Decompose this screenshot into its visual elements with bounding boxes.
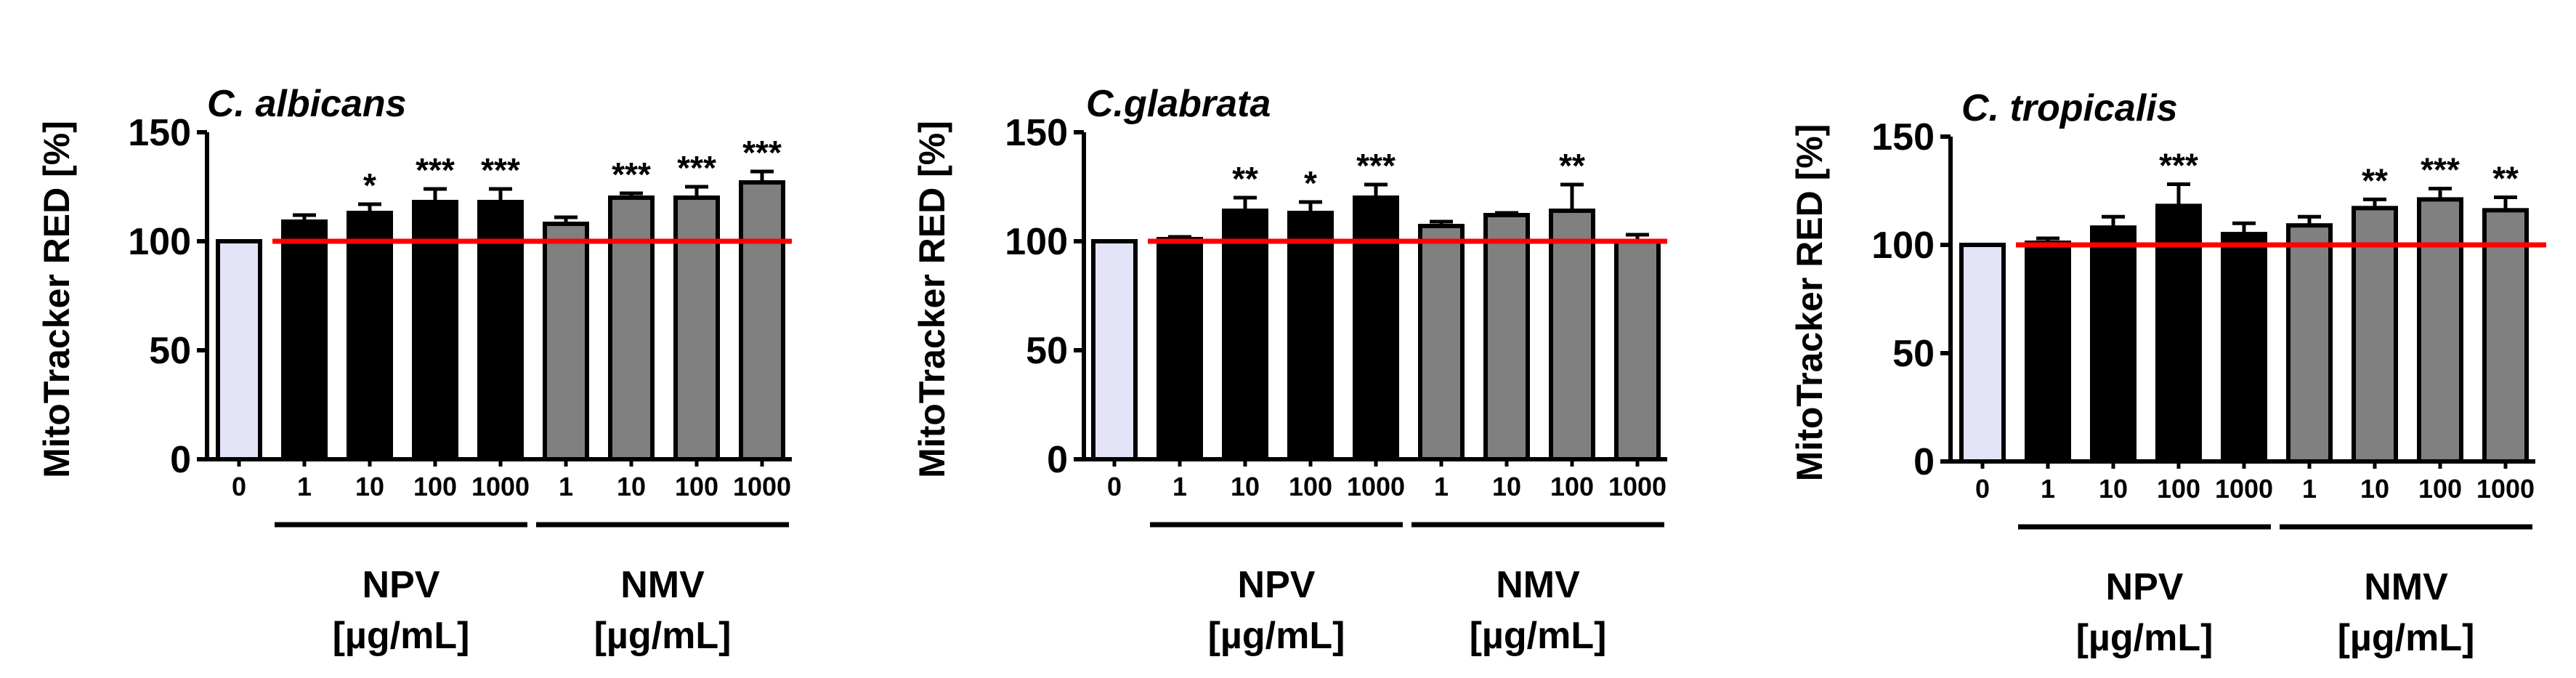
bar	[1483, 213, 1530, 461]
significance-label: ***	[2159, 147, 2198, 185]
panel-c-glabrata: C.glabrata MitoTracker RED [%] 0 1**10*10…	[912, 83, 1667, 657]
group-label-name: NMV	[1496, 564, 1580, 606]
bar	[673, 195, 720, 461]
y-tick-label: 50	[1892, 333, 1935, 375]
group-label-unit: [µg/mL]	[1470, 615, 1607, 657]
x-tick-label: 0	[1107, 472, 1122, 501]
x-tick-label: 1	[2041, 474, 2055, 504]
y-tick-label: 150	[1871, 116, 1935, 158]
x-tick-label: 1	[1172, 472, 1187, 501]
x-tick-label: 0	[232, 472, 246, 501]
x-tick-label: 1	[297, 472, 312, 501]
x-tick-label: 10	[1231, 472, 1260, 501]
bar	[739, 180, 785, 461]
bar	[216, 239, 262, 461]
y-axis-label: MitoTracker RED [%]	[1789, 124, 1830, 482]
significance-label: *	[363, 166, 376, 204]
bar	[2221, 232, 2267, 464]
significance-label: **	[1232, 160, 1258, 198]
x-tick-label: 100	[1289, 472, 1332, 501]
x-tick-label: 100	[675, 472, 718, 501]
x-tick-label: 1	[1434, 472, 1449, 501]
significance-label: **	[1559, 147, 1585, 185]
x-tick-label: 1000	[733, 472, 791, 501]
bar	[2286, 223, 2333, 464]
bar	[2482, 208, 2529, 464]
x-tick-label: 10	[355, 472, 384, 501]
bar	[2417, 197, 2463, 464]
group-label-unit: [µg/mL]	[333, 615, 470, 657]
chart-title: C.glabrata	[1086, 83, 1271, 125]
bar	[1287, 211, 1334, 461]
bar	[1614, 239, 1661, 461]
significance-label: **	[2492, 159, 2519, 197]
bar	[2090, 225, 2136, 464]
significance-label: ***	[481, 151, 520, 189]
bar	[1157, 237, 1203, 461]
x-tick-label: 0	[1975, 474, 1990, 504]
group-label-name: NPV	[1238, 564, 1316, 606]
y-tick-label: 100	[128, 221, 191, 263]
x-tick-label: 10	[617, 472, 646, 501]
group-label-name: NPV	[2106, 566, 2184, 608]
group-label-unit: [µg/mL]	[2338, 617, 2475, 659]
x-tick-label: 100	[2418, 474, 2462, 504]
x-tick-label: 1000	[2215, 474, 2273, 504]
x-tick-label: 10	[2099, 474, 2128, 504]
significance-label: ***	[1356, 147, 1396, 185]
x-tick-label: 10	[2360, 474, 2389, 504]
y-axis-label: MitoTracker RED [%]	[912, 121, 952, 478]
significance-label: ***	[2421, 151, 2460, 189]
y-tick-label: 0	[1913, 441, 1935, 483]
x-tick-label: 1000	[2476, 474, 2535, 504]
bar	[1418, 224, 1465, 461]
bar	[412, 200, 458, 461]
group-label-unit: [µg/mL]	[2076, 617, 2214, 659]
chart-title: C. albicans	[207, 83, 407, 125]
bar	[1091, 239, 1138, 461]
significance-label: **	[2362, 161, 2388, 199]
group-label-unit: [µg/mL]	[594, 615, 732, 657]
y-axis-label: MitoTracker RED [%]	[36, 121, 77, 478]
y-tick-label: 150	[1005, 112, 1068, 154]
x-tick-label: 1000	[1347, 472, 1405, 501]
bar	[1549, 209, 1595, 461]
significance-label: ***	[677, 149, 716, 187]
bar	[1222, 209, 1268, 461]
significance-label: *	[1304, 164, 1317, 202]
bar	[1959, 243, 2006, 464]
bar	[608, 195, 655, 461]
significance-label: ***	[612, 156, 651, 193]
x-tick-label: 100	[2157, 474, 2200, 504]
y-tick-label: 0	[1047, 439, 1068, 481]
y-tick-label: 50	[1026, 330, 1068, 372]
group-label-name: NPV	[362, 564, 440, 606]
y-tick-label: 100	[1005, 221, 1068, 263]
y-tick-label: 50	[149, 330, 191, 372]
x-tick-label: 100	[1550, 472, 1594, 501]
bar	[543, 222, 589, 461]
bar	[281, 219, 328, 461]
group-label-name: NMV	[620, 564, 705, 606]
bar	[2025, 241, 2071, 464]
y-tick-label: 0	[170, 439, 191, 481]
group-label-unit: [µg/mL]	[1208, 615, 1345, 657]
y-tick-label: 150	[128, 112, 191, 154]
y-tick-label: 100	[1871, 225, 1935, 267]
bar	[1353, 195, 1399, 461]
significance-label: ***	[416, 151, 455, 189]
x-tick-label: 1000	[1608, 472, 1666, 501]
group-label-name: NMV	[2364, 566, 2448, 608]
x-tick-label: 1	[2302, 474, 2317, 504]
chart-title: C. tropicalis	[1961, 87, 2178, 129]
x-tick-label: 1000	[471, 472, 530, 501]
x-tick-label: 10	[1492, 472, 1521, 501]
significance-label: ***	[742, 134, 782, 171]
panel-c-albicans: C. albicans MitoTracker RED [%] 0 1*10***…	[36, 83, 792, 657]
panel-c-tropicalis: C. tropicalis MitoTracker RED [%] 0 1 10**…	[1789, 87, 2546, 659]
x-tick-label: 100	[413, 472, 457, 501]
x-tick-label: 1	[559, 472, 573, 501]
bar	[347, 211, 393, 461]
